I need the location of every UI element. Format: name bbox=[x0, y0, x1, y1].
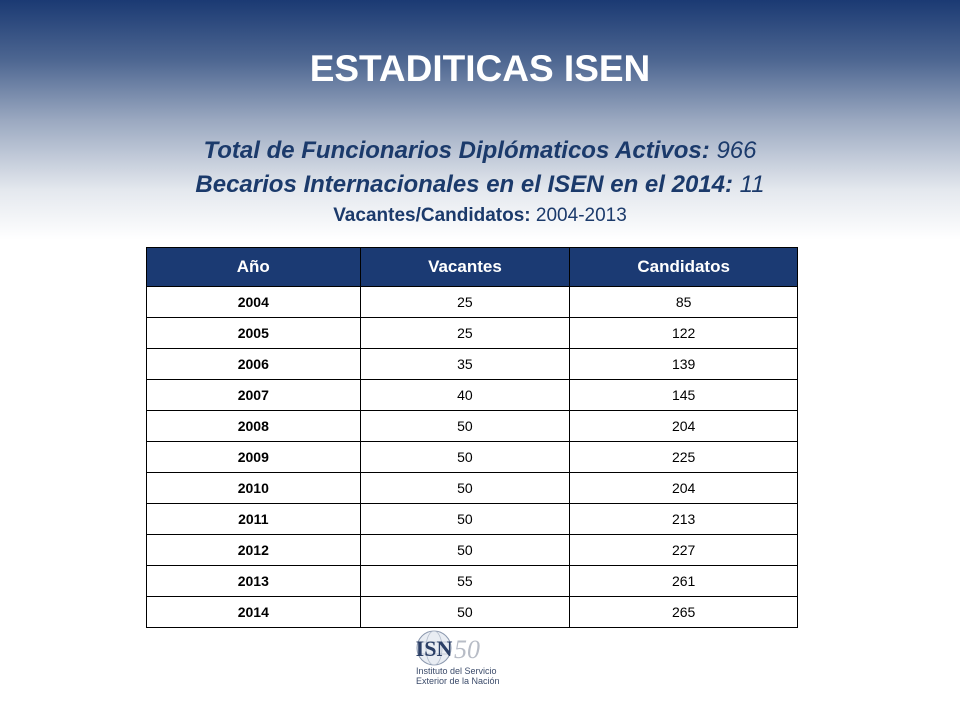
cell-candidatos: 227 bbox=[569, 534, 798, 566]
cell-candidatos: 265 bbox=[569, 596, 798, 628]
header-vacantes: Vacantes bbox=[359, 247, 571, 287]
info-line-vacantes: Vacantes/Candidatos: 2004-2013 bbox=[0, 205, 960, 227]
table-row: 2009 50 225 bbox=[146, 441, 798, 473]
table-row: 2010 50 204 bbox=[146, 472, 798, 504]
table-body: 2004 25 85 2005 25 122 2006 35 139 2007 40 145 2008 5… bbox=[146, 286, 798, 628]
table-row: 2004 25 85 bbox=[146, 286, 798, 318]
logo-caption-line2: Exterior de la Nación bbox=[416, 676, 500, 686]
table-row: 2011 50 213 bbox=[146, 503, 798, 535]
cell-vacantes: 50 bbox=[359, 410, 571, 442]
cell-year: 2012 bbox=[146, 534, 361, 566]
cell-vacantes: 50 bbox=[359, 472, 571, 504]
cell-vacantes: 40 bbox=[359, 379, 571, 411]
logo-mark: ISN bbox=[416, 636, 453, 661]
cell-vacantes: 50 bbox=[359, 441, 571, 473]
table-row: 2008 50 204 bbox=[146, 410, 798, 442]
table-header-row: Año Vacantes Candidatos bbox=[146, 247, 798, 287]
stats-table: Año Vacantes Candidatos 2004 25 85 2005 25 12… bbox=[146, 247, 798, 628]
isen-logo-graphic: ISN 50 bbox=[416, 630, 480, 666]
cell-year: 2006 bbox=[146, 348, 361, 380]
cell-candidatos: 122 bbox=[569, 317, 798, 349]
table-row: 2013 55 261 bbox=[146, 565, 798, 597]
table-row: 2012 50 227 bbox=[146, 534, 798, 566]
cell-candidatos: 204 bbox=[569, 410, 798, 442]
cell-vacantes: 35 bbox=[359, 348, 571, 380]
slide-title: ESTADITICAS ISEN bbox=[309, 48, 651, 89]
logo-caption-line1: Instituto del Servicio bbox=[416, 666, 497, 676]
table-row: 2007 40 145 bbox=[146, 379, 798, 411]
cell-vacantes: 25 bbox=[359, 317, 571, 349]
cell-vacantes: 25 bbox=[359, 286, 571, 318]
cell-vacantes: 50 bbox=[359, 596, 571, 628]
table-row: 2006 35 139 bbox=[146, 348, 798, 380]
cell-year: 2014 bbox=[146, 596, 361, 628]
cell-candidatos: 204 bbox=[569, 472, 798, 504]
cell-vacantes: 50 bbox=[359, 534, 571, 566]
cell-year: 2008 bbox=[146, 410, 361, 442]
logo-anniversary: 50 bbox=[454, 635, 480, 664]
cell-candidatos: 213 bbox=[569, 503, 798, 535]
cell-candidatos: 85 bbox=[569, 286, 798, 318]
info-line-becarios: Becarios Internacionales en el ISEN en e… bbox=[0, 171, 960, 199]
header-candidatos: Candidatos bbox=[569, 247, 798, 287]
table-row: 2014 50 265 bbox=[146, 596, 798, 628]
info-label: Becarios Internacionales en el ISEN en e… bbox=[195, 171, 733, 198]
cell-year: 2013 bbox=[146, 565, 361, 597]
cell-candidatos: 139 bbox=[569, 348, 798, 380]
cell-year: 2004 bbox=[146, 286, 361, 318]
cell-candidatos: 225 bbox=[569, 441, 798, 473]
info-label: Total de Funcionarios Diplómaticos Activ… bbox=[203, 137, 710, 164]
globe-icon bbox=[416, 630, 452, 666]
info-value: 2004-2013 bbox=[535, 205, 627, 226]
cell-vacantes: 50 bbox=[359, 503, 571, 535]
info-value: 966 bbox=[716, 137, 757, 164]
info-line-funcionarios: Total de Funcionarios Diplómaticos Activ… bbox=[0, 137, 960, 165]
cell-year: 2007 bbox=[146, 379, 361, 411]
info-label: Vacantes/Candidatos: bbox=[333, 205, 531, 226]
cell-year: 2010 bbox=[146, 472, 361, 504]
logo-caption: Instituto del Servicio Exterior de la Na… bbox=[416, 666, 500, 686]
cell-vacantes: 55 bbox=[359, 565, 571, 597]
cell-candidatos: 261 bbox=[569, 565, 798, 597]
info-value: 11 bbox=[739, 171, 765, 198]
cell-year: 2011 bbox=[146, 503, 361, 535]
cell-year: 2005 bbox=[146, 317, 361, 349]
header-ano: Año bbox=[146, 247, 361, 287]
table-row: 2005 25 122 bbox=[146, 317, 798, 349]
cell-candidatos: 145 bbox=[569, 379, 798, 411]
cell-year: 2009 bbox=[146, 441, 361, 473]
